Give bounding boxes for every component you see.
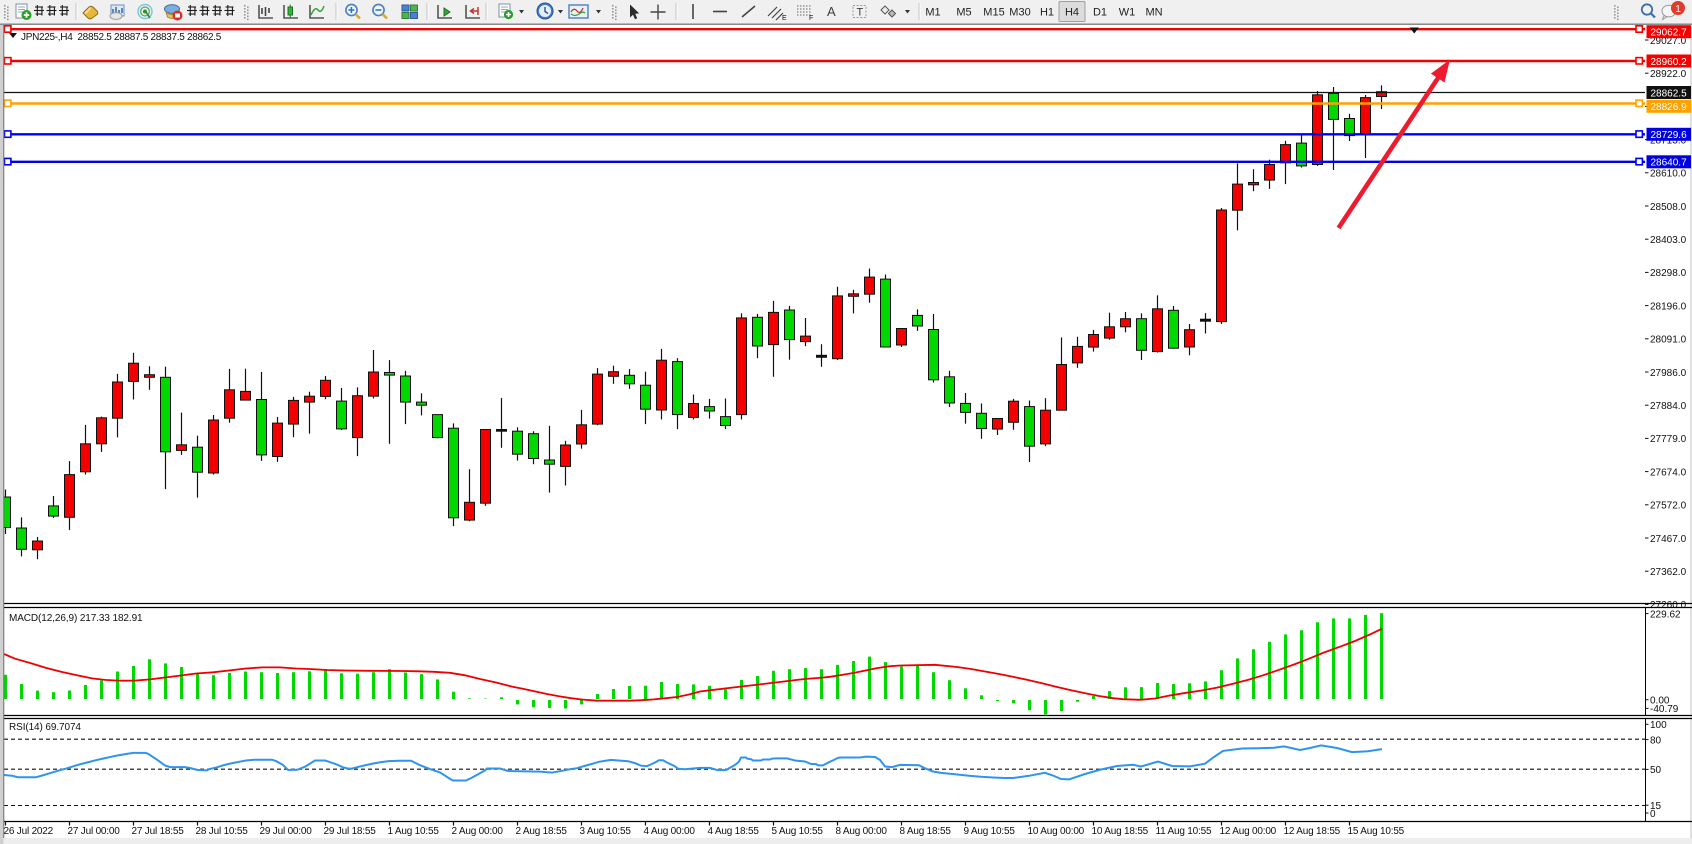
svg-text:5 Aug 10:55: 5 Aug 10:55: [772, 826, 824, 837]
svg-text:50: 50: [1650, 765, 1662, 776]
svg-text:27362.0: 27362.0: [1650, 567, 1687, 578]
svg-text:28403.0: 28403.0: [1650, 235, 1687, 246]
svg-text:H4: H4: [1065, 7, 1079, 19]
svg-text:2 Aug 00:00: 2 Aug 00:00: [452, 826, 504, 837]
svg-text:27260.0: 27260.0: [1650, 600, 1687, 611]
svg-text:15: 15: [1650, 801, 1662, 812]
svg-text:12 Aug 18:55: 12 Aug 18:55: [1284, 826, 1341, 837]
svg-text:28640.7: 28640.7: [1651, 158, 1688, 169]
svg-text:2 Aug 18:55: 2 Aug 18:55: [516, 826, 568, 837]
svg-text:27884.0: 27884.0: [1650, 401, 1687, 412]
svg-text:T: T: [857, 7, 864, 19]
svg-text:28196.0: 28196.0: [1650, 301, 1687, 312]
svg-text:10 Aug 00:00: 10 Aug 00:00: [1028, 826, 1085, 837]
svg-text:M1: M1: [925, 7, 940, 19]
svg-text:D1: D1: [1093, 7, 1107, 19]
svg-text:80: 80: [1650, 735, 1662, 746]
svg-text:27 Jul 18:55: 27 Jul 18:55: [132, 826, 185, 837]
svg-text:W1: W1: [1119, 7, 1136, 19]
svg-text:JPN225-,H4 28852.5 28887.5 28: JPN225-,H4 28852.5 28887.5 28837.5 28862…: [21, 32, 222, 43]
svg-text:28729.6: 28729.6: [1651, 130, 1688, 141]
svg-text:A: A: [827, 4, 836, 19]
svg-text:0: 0: [1650, 809, 1656, 820]
svg-text:28 Jul 10:55: 28 Jul 10:55: [196, 826, 249, 837]
svg-text:10 Aug 18:55: 10 Aug 18:55: [1092, 826, 1149, 837]
svg-text:29 Jul 00:00: 29 Jul 00:00: [260, 826, 313, 837]
svg-text:28091.0: 28091.0: [1650, 335, 1687, 346]
svg-text:12 Aug 00:00: 12 Aug 00:00: [1220, 826, 1277, 837]
svg-text:11 Aug 10:55: 11 Aug 10:55: [1156, 826, 1212, 837]
svg-text:28862.5: 28862.5: [1651, 88, 1688, 99]
svg-text:29062.7: 29062.7: [1651, 28, 1688, 39]
svg-text:28960.2: 28960.2: [1651, 57, 1688, 68]
svg-text:27 Jul 00:00: 27 Jul 00:00: [68, 826, 121, 837]
svg-text:9 Aug 10:55: 9 Aug 10:55: [964, 826, 1016, 837]
svg-text:4 Aug 18:55: 4 Aug 18:55: [708, 826, 760, 837]
svg-text:27779.0: 27779.0: [1650, 434, 1687, 445]
svg-text:M5: M5: [956, 7, 971, 19]
svg-text:27674.0: 27674.0: [1650, 467, 1687, 478]
svg-text:RSI(14) 69.7074: RSI(14) 69.7074: [9, 722, 81, 733]
svg-text:-40.79: -40.79: [1650, 704, 1679, 715]
svg-text:15 Aug 10:55: 15 Aug 10:55: [1348, 826, 1405, 837]
svg-text:100: 100: [1650, 720, 1667, 731]
svg-text:28826.9: 28826.9: [1651, 102, 1688, 113]
svg-text:229.62: 229.62: [1650, 609, 1681, 620]
svg-text:H1: H1: [1040, 7, 1054, 19]
svg-text:28508.0: 28508.0: [1650, 202, 1687, 213]
svg-text:M15: M15: [983, 7, 1004, 19]
svg-text:F: F: [809, 15, 813, 22]
svg-text:MN: MN: [1145, 7, 1162, 19]
svg-text:1: 1: [1675, 3, 1681, 15]
svg-text:26 Jul 2022: 26 Jul 2022: [4, 826, 54, 837]
svg-text:M30: M30: [1009, 7, 1030, 19]
svg-text:0.00: 0.00: [1650, 696, 1670, 707]
svg-text:28298.0: 28298.0: [1650, 268, 1687, 279]
svg-text:28610.0: 28610.0: [1650, 169, 1687, 180]
svg-text:8 Aug 00:00: 8 Aug 00:00: [836, 826, 888, 837]
svg-text:27467.0: 27467.0: [1650, 534, 1687, 545]
svg-text:E: E: [782, 15, 787, 22]
svg-text:27572.0: 27572.0: [1650, 501, 1687, 512]
svg-text:MACD(12,26,9) 217.33 182.91: MACD(12,26,9) 217.33 182.91: [9, 613, 143, 624]
svg-text:3 Aug 10:55: 3 Aug 10:55: [580, 826, 632, 837]
svg-text:27986.0: 27986.0: [1650, 368, 1687, 379]
svg-text:1 Aug 10:55: 1 Aug 10:55: [388, 826, 440, 837]
svg-text:29 Jul 18:55: 29 Jul 18:55: [324, 826, 377, 837]
svg-text:28922.0: 28922.0: [1650, 69, 1687, 80]
svg-text:28713.0: 28713.0: [1650, 135, 1687, 146]
svg-text:8 Aug 18:55: 8 Aug 18:55: [900, 826, 952, 837]
svg-text:29027.0: 29027.0: [1650, 36, 1687, 47]
svg-text:4 Aug 00:00: 4 Aug 00:00: [644, 826, 696, 837]
